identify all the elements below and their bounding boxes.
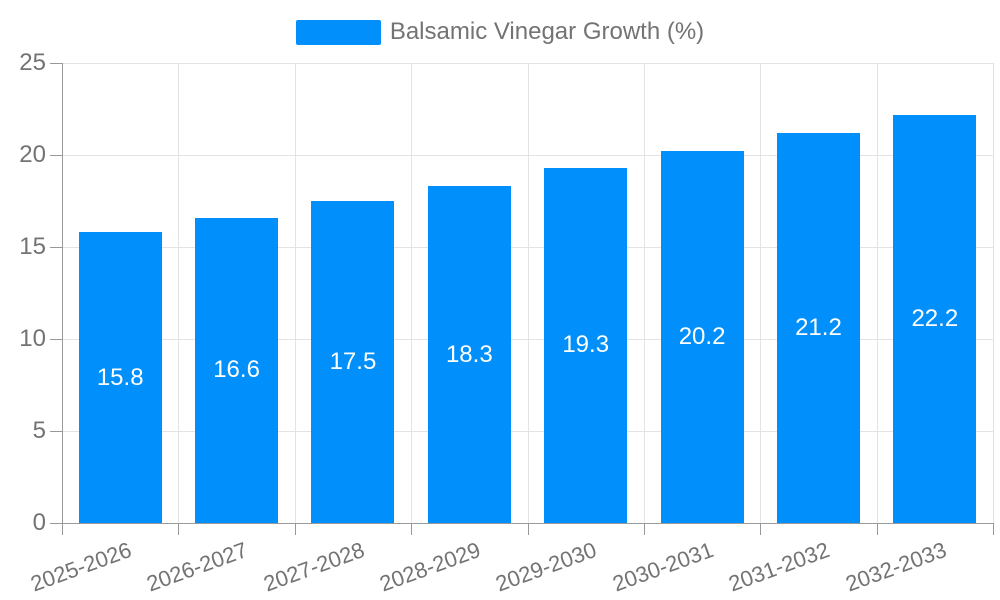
bar[interactable]: 16.6	[195, 217, 279, 523]
x-tick-label: 2026-2027	[143, 537, 252, 597]
x-tick-label: 2030-2031	[609, 537, 717, 597]
bar-value-label: 18.3	[445, 340, 493, 368]
y-tick-label: 15	[19, 233, 46, 260]
bar-value-label: 20.2	[678, 323, 726, 351]
x-tick-label: 2025-2026	[27, 537, 135, 597]
x-tick-label: 2031-2032	[725, 537, 833, 597]
y-tick-label: 25	[19, 49, 46, 76]
legend-label: Balsamic Vinegar Growth (%)	[389, 18, 705, 45]
bar-value-label: 17.5	[329, 348, 377, 375]
bar-value-label: 16.6	[213, 356, 260, 384]
v-gridline	[760, 63, 762, 523]
x-tick	[760, 523, 762, 535]
v-gridline	[294, 63, 296, 523]
y-tick	[50, 247, 62, 248]
legend: Balsamic Vinegar Growth (%)	[0, 18, 1000, 46]
y-tick-label: 10	[19, 325, 46, 352]
x-tick-label: 2032-2033	[841, 537, 950, 597]
x-tick	[294, 523, 296, 535]
v-gridline	[876, 63, 878, 523]
y-tick-label: 5	[32, 417, 46, 444]
bar[interactable]: 22.2	[893, 114, 977, 523]
v-gridline	[411, 63, 413, 523]
y-tick	[50, 523, 62, 524]
y-tick	[50, 339, 62, 340]
legend-swatch-icon	[295, 19, 381, 45]
x-axis-line	[62, 523, 994, 524]
legend-item[interactable]: Balsamic Vinegar Growth (%)	[295, 18, 705, 46]
x-tick	[993, 523, 994, 535]
x-tick	[876, 523, 878, 535]
v-gridline	[993, 63, 994, 523]
x-tick-label: 2027-2028	[260, 537, 368, 597]
v-gridline	[643, 63, 645, 523]
bar[interactable]: 15.8	[78, 232, 162, 523]
x-tick	[411, 523, 413, 535]
bar-value-label: 15.8	[96, 363, 144, 391]
x-tick	[62, 523, 63, 535]
y-tick	[50, 155, 62, 156]
bar[interactable]: 21.2	[776, 132, 860, 523]
x-tick	[643, 523, 645, 535]
bar[interactable]: 17.5	[311, 201, 395, 523]
v-gridline	[178, 63, 180, 523]
y-axis-line	[62, 63, 63, 523]
bar-value-label: 19.3	[562, 331, 610, 359]
y-tick	[50, 63, 62, 64]
y-tick-label: 0	[32, 509, 46, 536]
y-tick	[50, 431, 62, 432]
y-tick-label: 20	[19, 141, 46, 168]
bar-value-label: 22.2	[911, 304, 959, 332]
v-gridline	[527, 63, 529, 523]
bar-value-label: 21.2	[795, 313, 842, 341]
x-tick-label: 2029-2030	[492, 537, 601, 597]
x-tick	[178, 523, 180, 535]
x-tick-label: 2028-2029	[376, 537, 484, 597]
bar[interactable]: 20.2	[660, 151, 744, 523]
bar[interactable]: 18.3	[427, 186, 511, 523]
bar[interactable]: 19.3	[544, 167, 628, 523]
x-tick	[527, 523, 529, 535]
